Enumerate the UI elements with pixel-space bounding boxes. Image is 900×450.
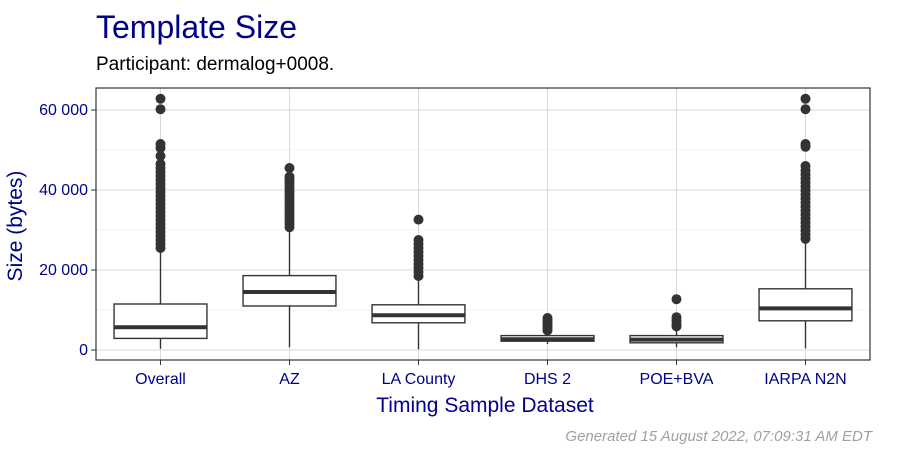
outlier-point bbox=[284, 163, 295, 173]
x-tick-label: Overall bbox=[135, 371, 186, 388]
outlier-point bbox=[800, 139, 811, 149]
chart-title: Template Size bbox=[96, 9, 297, 45]
outlier-point bbox=[800, 104, 811, 115]
outlier-point bbox=[800, 161, 811, 171]
x-tick-label: LA County bbox=[382, 371, 456, 388]
x-axis-ticks: Overall AZ LA County DHS 2 POE+BVA IARPA N2N bbox=[135, 360, 847, 388]
outlier-point bbox=[800, 93, 811, 104]
x-axis-title: Timing Sample Dataset bbox=[376, 394, 594, 417]
outlier-point bbox=[671, 312, 682, 323]
box-overall bbox=[113, 93, 208, 349]
chart-subtitle: Participant: dermalog+0008. bbox=[96, 54, 334, 75]
y-axis-title: Size (bytes) bbox=[4, 171, 27, 282]
grid-lines bbox=[96, 88, 870, 360]
box-az bbox=[242, 163, 337, 348]
generated-caption: Generated 15 August 2022, 07:09:31 AM ED… bbox=[565, 428, 873, 445]
y-axis-ticks: 0 20 000 40 000 60 000 bbox=[39, 102, 96, 359]
outlier-point bbox=[155, 159, 166, 169]
box-poe-bva bbox=[629, 294, 724, 348]
outlier-point bbox=[155, 139, 166, 149]
x-tick-label: DHS 2 bbox=[524, 371, 571, 388]
box-dhs-2 bbox=[500, 313, 595, 344]
outlier-point bbox=[155, 151, 166, 161]
outlier-point bbox=[284, 171, 295, 182]
box-iqr bbox=[758, 288, 853, 322]
outlier-point bbox=[155, 104, 166, 115]
box-iarpa-n2n bbox=[758, 93, 853, 349]
outlier-point bbox=[671, 294, 682, 305]
y-tick-label: 40 000 bbox=[39, 182, 88, 199]
box-iqr bbox=[113, 303, 208, 340]
outlier-point bbox=[155, 93, 166, 104]
outlier-point bbox=[542, 313, 553, 323]
x-tick-label: IARPA N2N bbox=[764, 371, 846, 388]
outlier-point bbox=[413, 214, 424, 225]
outlier-point bbox=[413, 235, 424, 245]
box-plots bbox=[113, 93, 853, 350]
x-tick-label: POE+BVA bbox=[640, 371, 714, 388]
y-tick-label: 60 000 bbox=[39, 102, 88, 119]
box-la-county bbox=[371, 214, 466, 350]
x-tick-label: AZ bbox=[279, 371, 300, 388]
panel-border bbox=[95, 87, 871, 361]
y-tick-label: 0 bbox=[79, 342, 88, 359]
y-tick-label: 20 000 bbox=[39, 262, 88, 279]
